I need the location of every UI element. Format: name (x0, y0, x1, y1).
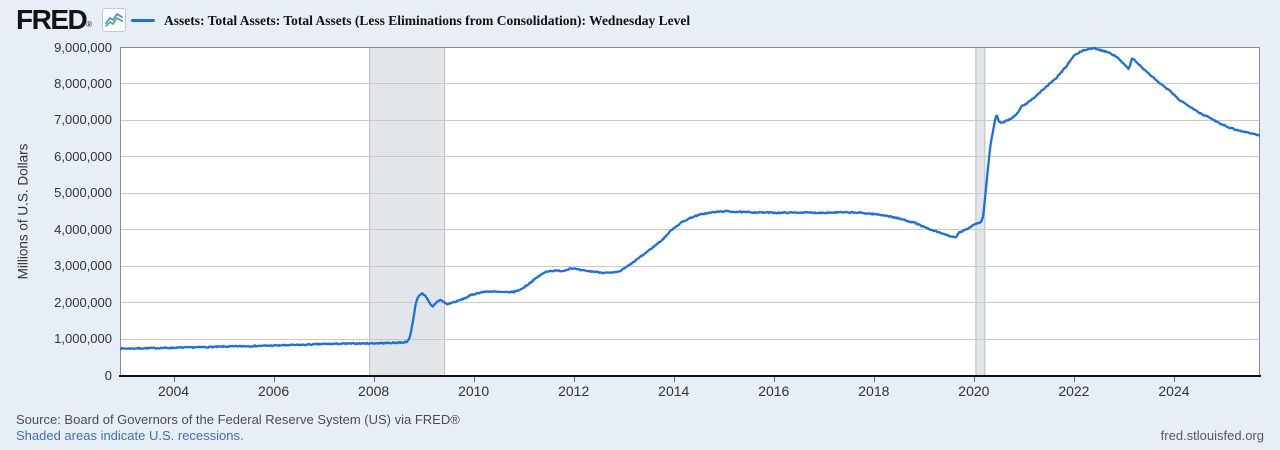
y-tick-label: 4,000,000 (54, 221, 112, 237)
x-tick-label: 2022 (1058, 383, 1090, 399)
registered-mark: ® (86, 20, 93, 29)
series-line (120, 46, 1260, 351)
y-tick-label: 0 (104, 367, 112, 383)
x-tick-label: 2016 (758, 383, 790, 399)
x-tick-label: 2024 (1158, 383, 1190, 399)
legend-line-swatch (131, 19, 155, 22)
y-tick-label: 7,000,000 (54, 112, 112, 128)
fred-logo: FRED® (16, 4, 92, 36)
recession-band (975, 47, 985, 375)
y-tick-label: 1,000,000 (54, 331, 112, 347)
y-tick-label: 8,000,000 (54, 75, 112, 91)
y-tick-label: 3,000,000 (54, 258, 112, 274)
y-tick-label: 5,000,000 (54, 185, 112, 201)
fred-graph-icon-svg (105, 13, 123, 27)
plot-border (120, 47, 1260, 375)
x-tick-label: 2018 (858, 383, 890, 399)
recession-band (369, 47, 445, 375)
fred-graph-icon (102, 8, 126, 32)
y-axis-title: Millions of U.S. Dollars (15, 143, 31, 280)
x-tick-label: 2008 (358, 383, 390, 399)
x-tick-label: 2012 (558, 383, 590, 399)
recessions-note-link[interactable]: Shaded areas indicate U.S. recessions. (16, 428, 244, 443)
chart-header: FRED® Assets: Total Assets: Total Assets… (0, 0, 1280, 40)
plot-background (120, 47, 1260, 375)
x-tick-label: 2014 (658, 383, 690, 399)
legend-series-label: Assets: Total Assets: Total Assets (Less… (164, 13, 691, 28)
x-tick-label: 2020 (958, 383, 990, 399)
y-tick-label: 2,000,000 (54, 294, 112, 310)
x-tick-label: 2006 (257, 383, 290, 399)
fred-logo-text: FRED (16, 4, 88, 35)
source-attribution: Source: Board of Governors of the Federa… (16, 412, 460, 427)
x-tick-label: 2004 (157, 383, 190, 399)
x-tick-label: 2010 (458, 383, 490, 399)
y-tick-label: 9,000,000 (54, 39, 112, 55)
y-tick-label: 6,000,000 (54, 148, 112, 164)
fred-site-url: fred.stlouisfed.org (1160, 428, 1264, 443)
